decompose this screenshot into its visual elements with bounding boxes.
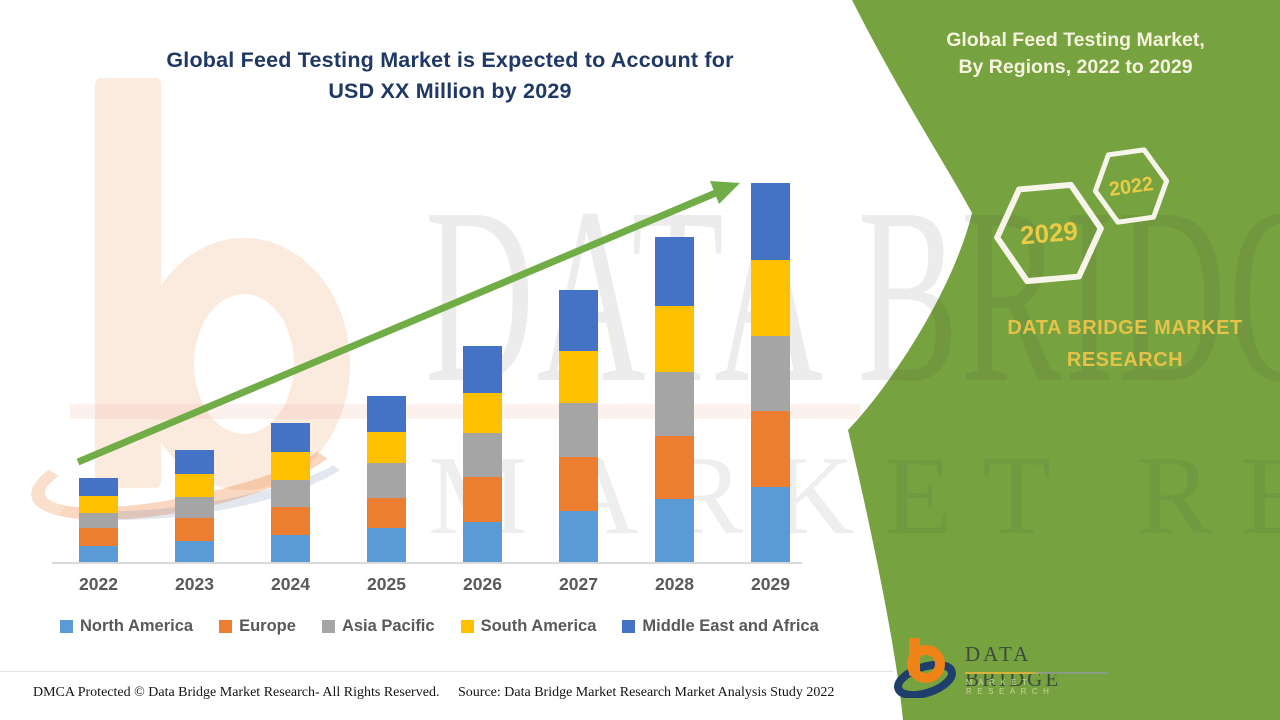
legend-label: Middle East and Africa: [642, 617, 819, 635]
band-brand-line2: RESEARCH: [1066, 349, 1184, 371]
band-brand-line1: DATA BRIDGE MARKET: [1007, 317, 1243, 339]
legend-label: Europe: [239, 617, 296, 635]
legend-swatch-icon: [460, 620, 474, 633]
legend-item-middle-east-and-africa: Middle East and Africa: [622, 617, 819, 636]
legend-item-asia-pacific: Asia Pacific: [321, 617, 435, 636]
legend-swatch-icon: [219, 620, 233, 633]
data-bridge-b-icon: [894, 638, 956, 698]
footer-dmca-text: DMCA Protected © Data Bridge Market Rese…: [33, 685, 440, 700]
green-band-shape: [848, 0, 1280, 720]
footer-logo: DATA BRIDGE MARKET RESEARCH: [893, 636, 1113, 698]
legend-item-north-america: North America: [60, 617, 193, 636]
band-heading-line1: Global Feed Testing Market,: [946, 29, 1205, 51]
chart-title-line2: USD XX Million by 2029: [328, 79, 572, 103]
legend-item-europe: Europe: [219, 617, 296, 636]
b-icon-navy-swoosh: [894, 660, 956, 698]
logo-underline: [965, 672, 1107, 674]
chart-legend: North America Europe Asia Pacific South Ame…: [60, 617, 880, 636]
logo-subtitle: MARKET RESEARCH: [966, 678, 1055, 696]
footer-divider-line: [0, 671, 893, 672]
b-icon-orange-bowl: [907, 645, 945, 683]
band-heading: Global Feed Testing Market, By Regions, …: [898, 27, 1253, 81]
legend-label: South America: [480, 617, 597, 635]
legend-label: Asia Pacific: [341, 617, 435, 635]
chart-title: Global Feed Testing Market is Expected t…: [85, 45, 815, 107]
footer-source-text: Source: Data Bridge Market Research Mark…: [458, 685, 835, 700]
band-heading-line2: By Regions, 2022 to 2029: [958, 56, 1193, 78]
logo-wordmark: DATA BRIDGE: [965, 642, 1062, 691]
legend-swatch-icon: [622, 620, 636, 633]
legend-swatch-icon: [60, 620, 73, 633]
legend-label: North America: [80, 617, 194, 635]
chart-title-line1: Global Feed Testing Market is Expected t…: [166, 48, 734, 72]
legend-swatch-icon: [321, 620, 335, 633]
legend-item-south-america: South America: [460, 617, 597, 636]
x-axis-line: [52, 562, 802, 564]
band-brand-text: DATA BRIDGE MARKET RESEARCH: [960, 312, 1280, 376]
